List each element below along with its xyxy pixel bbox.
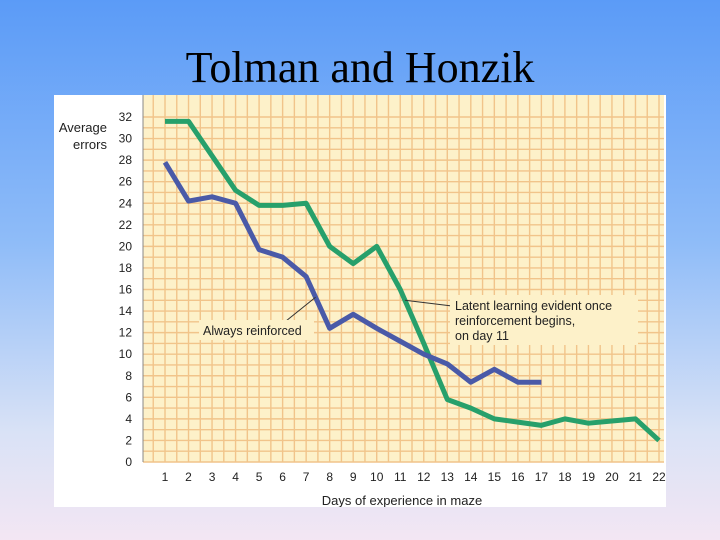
y-tick-label: 0 bbox=[125, 455, 132, 469]
x-tick-label: 9 bbox=[350, 470, 357, 484]
x-tick-label: 2 bbox=[185, 470, 192, 484]
y-tick-label: 10 bbox=[119, 347, 133, 361]
x-axis-label: Days of experience in maze bbox=[322, 493, 482, 507]
series-line-0 bbox=[162, 160, 542, 385]
y-tick-label: 22 bbox=[119, 218, 133, 232]
annotation-background-0 bbox=[199, 320, 314, 340]
x-axis-ticks: 1 2 3 4 5 6 7 8 9 10 11 12 13 14 15 16 17 18 19 20 21 22 bbox=[162, 470, 666, 484]
x-tick-label: 13 bbox=[441, 470, 455, 484]
y-tick-label: 14 bbox=[119, 304, 133, 318]
annotations: Always reinforced Latent learning evident… bbox=[199, 295, 638, 345]
x-tick-label: 21 bbox=[629, 470, 643, 484]
y-tick-label: 24 bbox=[119, 196, 133, 210]
x-tick-label: 15 bbox=[488, 470, 502, 484]
x-tick-label: 4 bbox=[232, 470, 239, 484]
y-tick-label: 32 bbox=[119, 110, 133, 124]
x-tick-label: 19 bbox=[582, 470, 596, 484]
x-tick-label: 22 bbox=[652, 470, 666, 484]
x-tick-label: 20 bbox=[605, 470, 619, 484]
y-tick-label: 28 bbox=[119, 153, 133, 167]
x-tick-label: 12 bbox=[417, 470, 431, 484]
y-tick-label: 16 bbox=[119, 283, 133, 297]
y-tick-label: 18 bbox=[119, 261, 133, 275]
y-tick-label: 4 bbox=[125, 412, 132, 426]
x-tick-label: 18 bbox=[558, 470, 572, 484]
annotation-text-1: Latent learning evident once bbox=[455, 299, 612, 313]
slide-title: Tolman and Honzik bbox=[185, 43, 535, 92]
y-tick-label: 8 bbox=[125, 369, 132, 383]
y-tick-label: 26 bbox=[119, 175, 133, 189]
y-tick-label: 12 bbox=[119, 326, 133, 340]
annotation-leader-0 bbox=[285, 296, 316, 322]
x-tick-label: 3 bbox=[209, 470, 216, 484]
annotation-text-1: on day 11 bbox=[455, 329, 509, 343]
x-tick-label: 17 bbox=[535, 470, 549, 484]
x-tick-label: 10 bbox=[370, 470, 384, 484]
x-tick-label: 7 bbox=[303, 470, 310, 484]
series-lines bbox=[162, 118, 661, 443]
annotation-text-1: reinforcement begins, bbox=[455, 314, 575, 328]
y-tick-label: 20 bbox=[119, 239, 133, 253]
x-tick-label: 16 bbox=[511, 470, 525, 484]
y-tick-label: 2 bbox=[125, 433, 132, 447]
x-tick-label: 8 bbox=[326, 470, 333, 484]
annotation-leader-1 bbox=[404, 299, 453, 307]
y-tick-label: 6 bbox=[125, 390, 132, 404]
y-axis-label-line-2: errors bbox=[73, 137, 107, 152]
y-tick-label: 30 bbox=[119, 132, 133, 146]
series-line-1 bbox=[165, 118, 661, 443]
x-tick-label: 5 bbox=[256, 470, 263, 484]
x-tick-label: 11 bbox=[394, 470, 407, 484]
y-axis-label-line-1: Average bbox=[59, 120, 107, 135]
x-tick-label: 14 bbox=[464, 470, 478, 484]
annotation-text-0: Always reinforced bbox=[203, 324, 302, 338]
x-tick-label: 1 bbox=[162, 470, 169, 484]
x-tick-label: 6 bbox=[279, 470, 286, 484]
annotation-background-1 bbox=[450, 295, 638, 345]
